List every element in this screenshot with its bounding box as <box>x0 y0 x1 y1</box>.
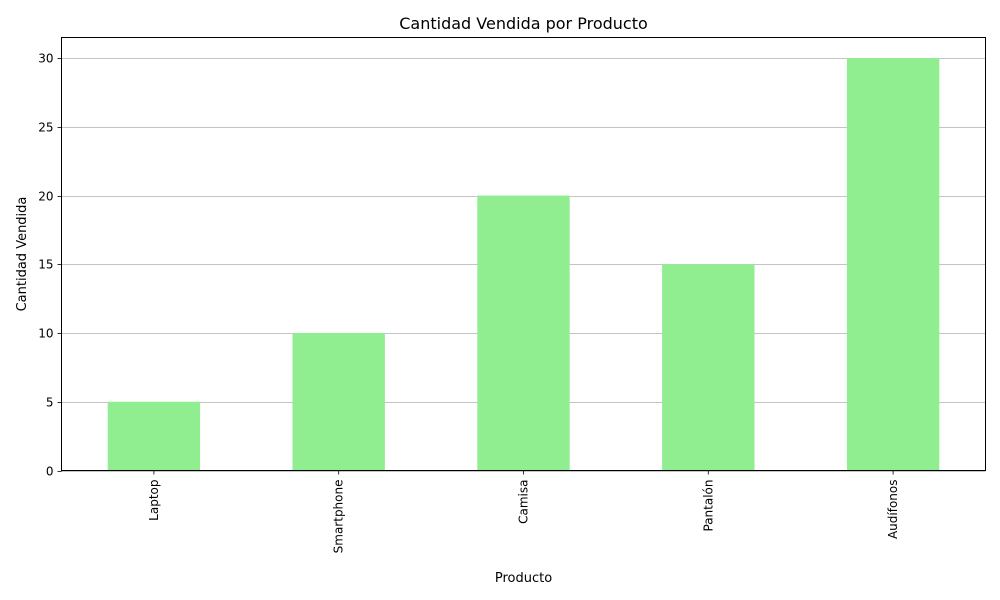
bar-laptop <box>107 401 201 471</box>
y-tick-label: 5 <box>46 396 54 410</box>
bars <box>107 58 940 471</box>
bar-camisa <box>477 195 570 471</box>
x-tick-label: Audífonos <box>886 480 900 540</box>
x-tick-label: Laptop <box>147 480 161 521</box>
x-ticks: Laptop Smartphone Camisa Pantalón Audífonos <box>147 470 900 554</box>
x-axis-label: Producto <box>495 571 552 586</box>
bar-smartphone <box>292 333 385 471</box>
y-ticks: 0 5 10 15 20 25 30 <box>38 52 62 479</box>
y-tick-label: 25 <box>38 121 53 135</box>
bar-audífonos <box>846 58 940 471</box>
chart-title: Cantidad Vendida por Producto <box>399 14 648 33</box>
y-tick-label: 0 <box>46 465 54 479</box>
y-tick-label: 10 <box>38 327 53 341</box>
x-tick-label: Pantalón <box>701 480 715 532</box>
x-tick-label: Camisa <box>517 480 531 524</box>
bar-pantalón <box>662 264 755 471</box>
y-tick-label: 30 <box>38 52 53 66</box>
y-axis-label: Cantidad Vendida <box>15 197 30 312</box>
y-tick-label: 20 <box>38 190 53 204</box>
y-tick-label: 15 <box>38 258 53 272</box>
x-tick-label: Smartphone <box>332 480 346 554</box>
